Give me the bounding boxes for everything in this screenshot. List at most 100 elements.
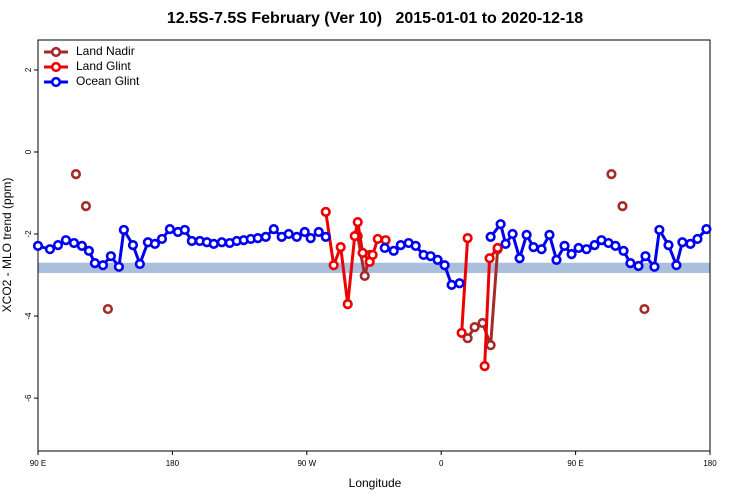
data-point [60, 235, 72, 246]
data-point [70, 169, 82, 180]
data-point [283, 228, 294, 240]
data-point [352, 217, 363, 228]
data-point [320, 231, 331, 242]
data-point [68, 237, 80, 249]
data-point [118, 224, 129, 236]
data-point [105, 251, 116, 262]
data-point [208, 238, 219, 249]
legend-marker [50, 76, 62, 88]
data-point [454, 278, 465, 289]
data-point [328, 260, 339, 271]
y-tick-label: -6 [24, 394, 33, 402]
x-tick-label: 90 E [30, 459, 46, 468]
data-point [432, 254, 443, 265]
data-point [268, 223, 279, 235]
data-point [469, 322, 480, 333]
data-point [495, 219, 506, 230]
data-point [313, 226, 324, 238]
data-point [633, 260, 644, 272]
data-point [536, 244, 547, 255]
data-point [149, 238, 161, 249]
data-point [663, 239, 674, 251]
data-point [335, 242, 346, 253]
data-point [617, 201, 628, 212]
data-point [528, 242, 539, 253]
data-point [252, 233, 263, 244]
data-point [507, 228, 518, 240]
data-point [379, 242, 390, 254]
data-point [76, 240, 88, 252]
data-point [102, 303, 113, 315]
data-point [654, 224, 665, 236]
data-point [260, 231, 271, 242]
y-tick-label: -2 [24, 230, 33, 238]
data-point [395, 239, 406, 251]
data-point [521, 229, 532, 240]
data-point [551, 254, 562, 265]
data-point [640, 251, 651, 262]
data-point [701, 223, 712, 235]
data-point [610, 240, 621, 252]
data-point [685, 238, 696, 249]
data-point [514, 253, 525, 264]
data-point [618, 245, 629, 256]
data-point [492, 242, 503, 254]
data-point [349, 230, 360, 242]
data-point [367, 249, 378, 261]
data-point [388, 245, 399, 256]
data-point [83, 245, 95, 256]
data-point [439, 260, 450, 271]
data-point [692, 233, 703, 245]
data-point [462, 333, 473, 344]
data-point [559, 240, 570, 252]
data-point [80, 201, 92, 212]
reference-band [38, 262, 710, 273]
chart-title: 12.5S-7.5S February (Ver 10) 2015-01-01 … [167, 10, 583, 27]
legend-label: Land Nadir [76, 44, 135, 58]
data-point [113, 261, 125, 272]
y-tick-label: 2 [24, 67, 33, 72]
data-point [410, 240, 421, 252]
x-axis-label: Longitude [349, 476, 402, 490]
data-point [544, 229, 555, 240]
data-point [380, 235, 391, 246]
data-point [456, 327, 467, 338]
data-point [479, 360, 490, 372]
data-point [305, 233, 316, 244]
data-point [179, 224, 190, 236]
x-tick-label: 90 E [567, 459, 583, 468]
y-tick-label: 0 [24, 149, 33, 154]
x-tick-label: 0 [439, 459, 444, 468]
data-point [671, 260, 682, 271]
data-point [97, 260, 109, 271]
data-point [216, 237, 227, 248]
data-point [52, 239, 64, 251]
data-point [446, 279, 457, 290]
data-point [32, 240, 44, 252]
data-point [342, 299, 353, 310]
data-point [484, 253, 495, 264]
data-point [485, 340, 496, 351]
data-point [589, 239, 600, 251]
data-point [320, 206, 331, 217]
data-point [573, 242, 584, 254]
data-point [485, 231, 496, 242]
data-point [89, 258, 100, 269]
data-point [566, 249, 577, 260]
data-point [649, 261, 660, 272]
x-tick-label: 180 [166, 459, 180, 468]
legend-marker [50, 46, 62, 58]
y-axis-label: XCO2 - MLO trend (ppm) [0, 178, 14, 313]
data-point [606, 169, 617, 180]
legend-label: Ocean Glint [76, 74, 140, 88]
data-point [127, 239, 139, 251]
series-line [460, 238, 470, 333]
data-point [500, 238, 511, 249]
data-point [625, 258, 636, 269]
legend-marker [50, 61, 62, 73]
data-point [357, 247, 368, 258]
data-point [372, 233, 383, 245]
data-point [581, 244, 592, 255]
x-tick-label: 180 [703, 459, 717, 468]
